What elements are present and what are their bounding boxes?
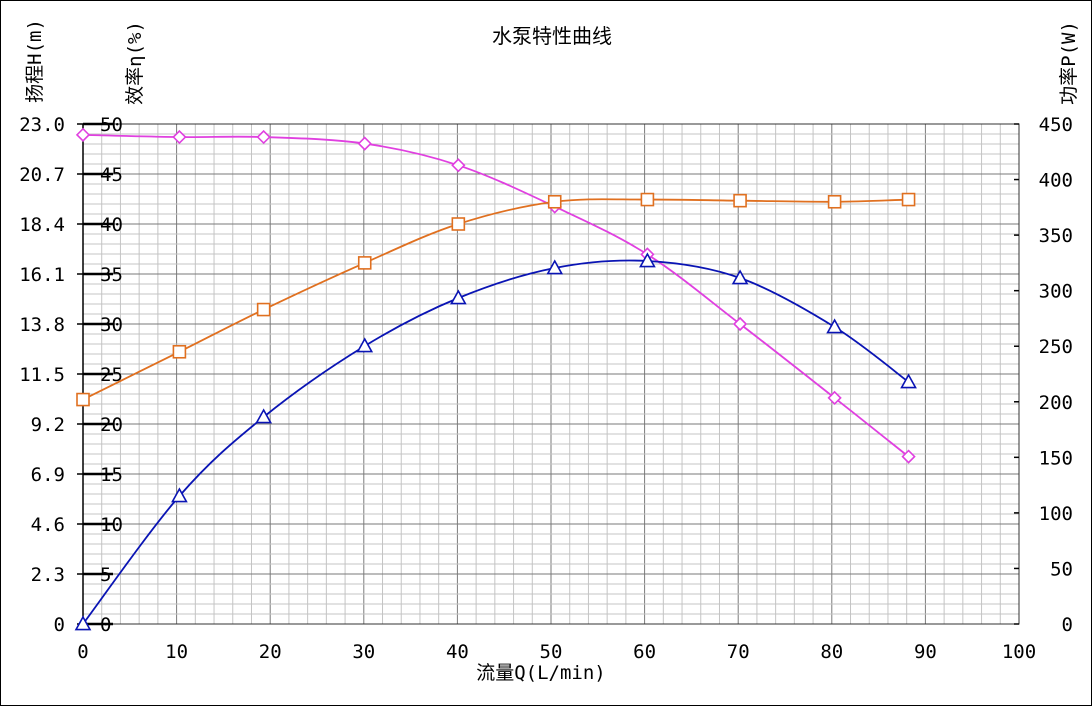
x-tick-label: 70 <box>727 641 750 663</box>
head-data-point <box>451 158 466 173</box>
x-tick-label: 100 <box>1002 641 1036 663</box>
efficiency-data-point <box>171 487 188 503</box>
power-tick-label: 0 <box>1062 614 1073 636</box>
efficiency-axis-title: 效率η(%) <box>124 21 146 105</box>
head-axis-title: 扬程H(m) <box>24 19 46 103</box>
head-data-point <box>901 449 916 464</box>
efficiency-tick-label: 20 <box>100 414 123 436</box>
efficiency-data-point <box>900 373 917 389</box>
efficiency-data-point <box>731 269 749 285</box>
efficiency-data-point <box>74 615 92 631</box>
head-tick-label: 4.6 <box>31 514 65 536</box>
power-data-point <box>640 192 655 207</box>
head-data-point <box>827 390 842 406</box>
x-axis-title: 流量Q(L/min) <box>476 662 606 684</box>
power-data-point <box>827 194 842 209</box>
series-layer <box>74 127 917 631</box>
efficiency-data-point <box>546 259 564 275</box>
efficiency-data-point <box>826 318 843 334</box>
efficiency-tick-label: 5 <box>100 564 111 586</box>
efficiency-tick-label: 10 <box>100 514 123 536</box>
power-axis-title: 功率P(W) <box>1058 21 1080 105</box>
power-tick-label: 150 <box>1039 447 1073 469</box>
x-tick-label: 90 <box>914 641 937 663</box>
head-tick-label: 2.3 <box>31 564 65 586</box>
efficiency-tick-label: 50 <box>100 114 123 136</box>
eff-curve <box>82 259 910 625</box>
power-tick-label: 450 <box>1039 114 1073 136</box>
efficiency-tick-label: 30 <box>100 314 123 336</box>
power-tick-label: 100 <box>1039 503 1073 525</box>
power-data-point <box>76 392 90 407</box>
efficiency-data-point <box>639 252 656 268</box>
efficiency-data-point <box>449 289 467 305</box>
x-tick-label: 50 <box>540 641 563 663</box>
x-tick-label: 80 <box>820 641 843 663</box>
x-tick-label: 0 <box>77 641 88 663</box>
head-tick-label: 9.2 <box>31 414 65 436</box>
efficiency-tick-label: 25 <box>100 364 123 386</box>
x-tick-label: 40 <box>446 641 469 663</box>
power-data-point <box>733 193 747 208</box>
power-tick-label: 250 <box>1039 336 1073 358</box>
power-data-point <box>547 194 562 209</box>
head-data-point <box>732 316 748 332</box>
efficiency-tick-label: 40 <box>100 214 123 236</box>
efficiency-tick-label: 15 <box>100 464 123 486</box>
efficiency-data-point <box>255 408 273 424</box>
head-data-point <box>75 127 91 143</box>
x-tick-label: 60 <box>633 641 656 663</box>
power-curve <box>82 198 909 401</box>
head-tick-label: 11.5 <box>19 364 65 386</box>
power-tick-label: 300 <box>1039 281 1073 303</box>
x-tick-label: 30 <box>352 641 375 663</box>
head-tick-label: 0 <box>54 614 65 636</box>
head-tick-label: 18.4 <box>19 214 65 236</box>
head-curve <box>82 133 910 458</box>
power-data-point <box>172 344 187 359</box>
power-data-point <box>256 302 271 317</box>
x-tick-label: 20 <box>259 641 282 663</box>
head-tick-label: 16.1 <box>19 264 65 286</box>
labels: 0 10 20 30 40 50 60 70 80 90 10002.34.66.99.211.51… <box>19 114 1073 663</box>
power-tick-label: 200 <box>1039 392 1073 414</box>
power-data-point <box>901 192 916 207</box>
head-tick-label: 13.8 <box>19 314 65 336</box>
power-tick-label: 350 <box>1039 225 1073 247</box>
efficiency-data-point <box>356 337 374 353</box>
head-data-point <box>357 136 372 151</box>
head-tick-label: 6.9 <box>31 464 65 486</box>
grid <box>82 123 1020 625</box>
efficiency-tick-label: 0 <box>100 614 111 636</box>
axes <box>77 122 1020 626</box>
power-tick-label: 50 <box>1050 558 1073 580</box>
chart-title: 水泵特性曲线 <box>492 24 612 48</box>
efficiency-tick-label: 35 <box>100 264 123 286</box>
head-tick-label: 20.7 <box>19 164 65 186</box>
head-tick-label: 23.0 <box>19 114 65 136</box>
head-data-point <box>256 129 271 145</box>
x-tick-label: 10 <box>165 641 188 663</box>
efficiency-tick-label: 45 <box>100 164 123 186</box>
power-data-point <box>357 256 372 270</box>
power-data-point <box>451 217 466 231</box>
head-data-point <box>172 129 187 145</box>
power-tick-label: 400 <box>1039 170 1073 192</box>
